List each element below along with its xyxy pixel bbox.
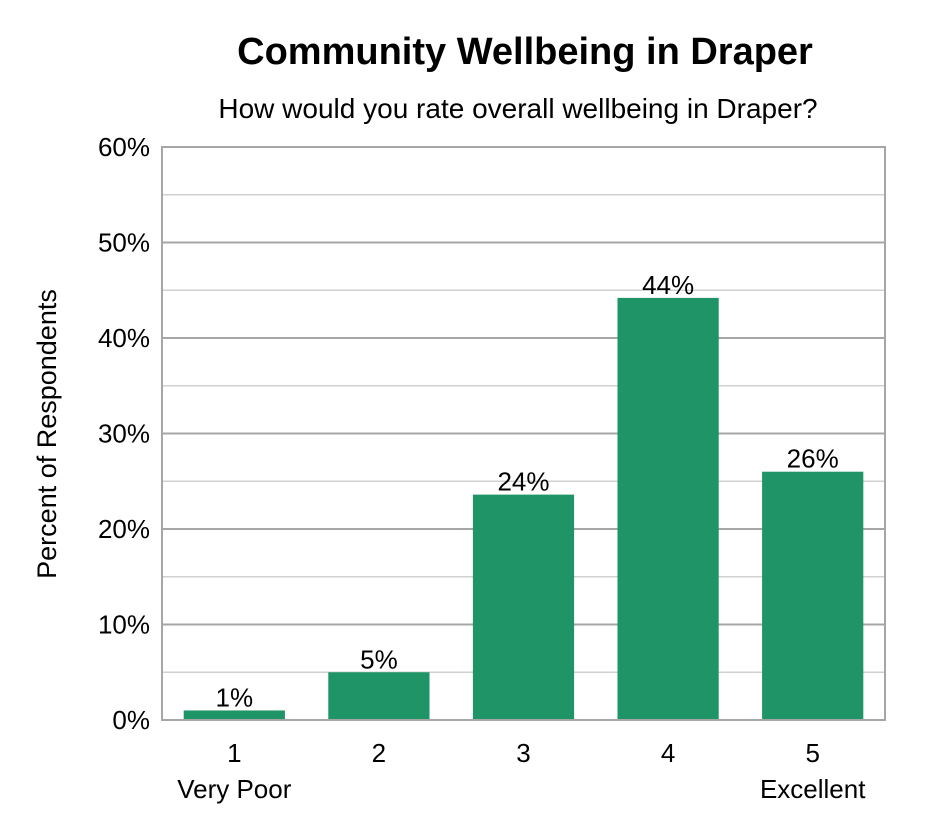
y-tick-label: 10% [98,610,150,640]
x-tick-sublabel: Excellent [760,774,866,804]
bar-4 [617,297,719,720]
bar-3 [472,494,575,720]
y-tick-label: 0% [112,705,150,735]
y-tick-label: 60% [98,132,150,162]
data-labels: 1% 5% 24% 44% 26% [216,270,839,713]
x-tick-label: 4 [661,738,675,768]
y-tick-label: 40% [98,323,150,353]
y-axis-label: Percent of Respondents [32,289,62,579]
data-label: 5% [360,644,398,674]
grid [162,194,885,673]
data-label: 24% [497,467,549,497]
data-label: 44% [642,270,694,300]
chart-subtitle: How would you rate overall wellbeing in … [218,93,817,124]
y-tick-label: 50% [98,228,150,258]
y-tick-label: 20% [98,514,150,544]
data-label: 26% [787,444,839,474]
chart-title: Community Wellbeing in Draper [237,31,813,73]
x-axis-ticks: 1 Very Poor 2 3 4 5 Excellent [177,738,866,804]
x-tick-label: 3 [516,738,530,768]
bar-5 [762,471,864,720]
bar-2 [328,672,430,720]
y-tick-label: 30% [98,419,150,449]
x-tick-label: 5 [805,738,819,768]
x-tick-label: 2 [372,738,386,768]
y-axis-ticks: 0% 10% 20% 30% 40% 50% 60% [98,132,150,735]
data-label: 1% [216,682,254,712]
x-tick-label: 1 [227,738,241,768]
bars [183,297,864,720]
x-tick-sublabel: Very Poor [177,774,292,804]
plot-frame [161,146,886,721]
bar-1 [183,710,285,720]
